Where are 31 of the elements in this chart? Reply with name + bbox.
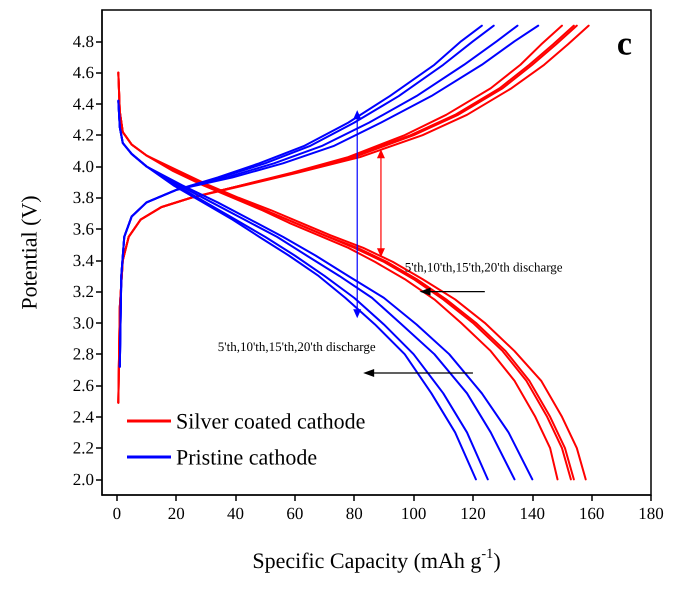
annotation: 5'th,10'th,15'th,20'th discharge	[404, 259, 563, 274]
y-tick-label: 3.4	[72, 250, 94, 270]
y-axis-title: Potential (V)	[16, 195, 42, 310]
legend-label: Silver coated cathode	[176, 408, 366, 434]
x-tick-label: 0	[112, 504, 122, 523]
y-tick-label: 4.4	[72, 94, 94, 114]
x-tick-label: 100	[400, 504, 426, 523]
y-tick-label: 4.0	[72, 156, 94, 176]
y-tick-label: 2.6	[72, 376, 94, 395]
y-tick-label: 4.6	[72, 63, 94, 82]
x-tick-label: 20	[168, 504, 185, 523]
y-tick-label: 2.0	[72, 470, 94, 489]
y-tick-label: 2.8	[72, 344, 94, 364]
y-tick-label: 2.4	[72, 407, 94, 426]
x-tick-label: 160	[578, 504, 604, 523]
y-tick-label: 2.2	[72, 438, 94, 458]
x-tick-label: 40	[227, 504, 244, 523]
chart-title: c	[616, 26, 632, 62]
x-tick-label: 120	[460, 504, 486, 523]
x-tick-label: 140	[520, 504, 546, 523]
x-tick-label: 80	[346, 504, 363, 523]
legend-label: Pristine cathode	[176, 444, 318, 470]
y-tick-label: 3.8	[72, 188, 94, 208]
y-tick-label: 3.2	[72, 282, 94, 302]
y-tick-label: 3.6	[72, 220, 94, 239]
x-tick-label: 60	[286, 504, 304, 523]
y-tick-label: 4.2	[72, 126, 94, 145]
y-tick-label: 3.0	[72, 313, 94, 332]
annotation: 5'th,10'th,15'th,20'th discharge	[218, 339, 376, 354]
x-tick-label: 180	[638, 504, 664, 523]
y-tick-label: 4.8	[72, 32, 94, 51]
